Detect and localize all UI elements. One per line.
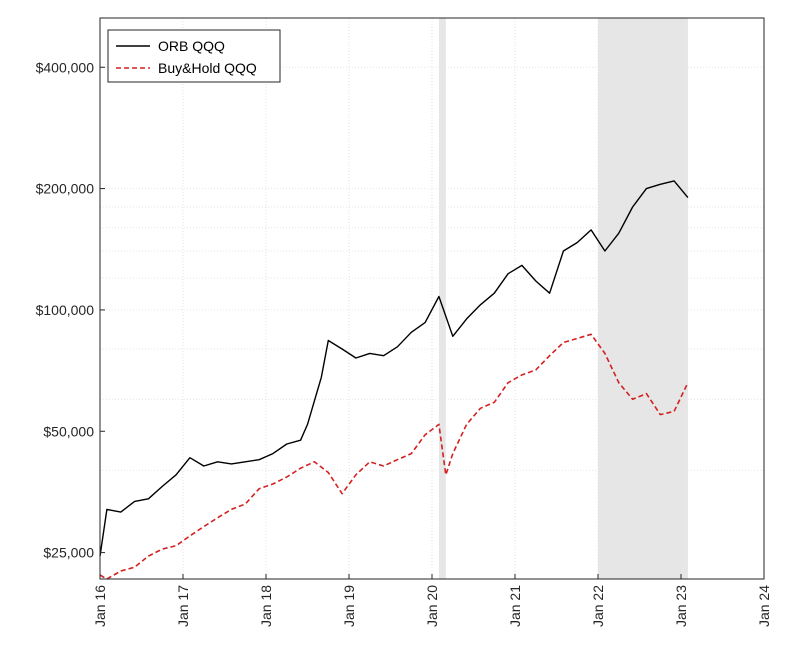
x-tick-label: Jan 18 [258, 585, 274, 627]
x-tick-label: Jan 22 [590, 585, 606, 627]
legend-label-buyhold: Buy&Hold QQQ [158, 60, 257, 76]
x-tick-label: Jan 23 [673, 585, 689, 627]
shaded-period-0 [438, 18, 446, 579]
y-tick-label: $50,000 [43, 423, 94, 439]
y-tick-label: $25,000 [43, 545, 94, 561]
legend-box [107, 29, 281, 83]
x-tick-label: Jan 19 [341, 585, 357, 627]
shaded-period-1 [598, 18, 688, 579]
legend-label-orb: ORB QQQ [158, 38, 225, 54]
x-tick-label: Jan 20 [424, 585, 440, 627]
series-lines [99, 180, 689, 580]
x-tick-label: Jan 17 [175, 585, 191, 627]
y-tick-label: $100,000 [36, 302, 95, 318]
series-line-0 [99, 180, 689, 557]
legend: ORB QQQ Buy&Hold QQQ [107, 29, 281, 83]
x-tick-label: Jan 24 [756, 585, 772, 627]
x-axis-ticks: Jan 16 Jan 17 Jan 18 Jan 19 Jan 20 Jan 21 Jan … [92, 574, 772, 627]
x-tick-label: Jan 21 [507, 585, 523, 627]
y-axis-ticks: $25,000 $50,000 $100,000 $200,000 $400,000 [36, 59, 105, 561]
x-tick-label: Jan 16 [92, 585, 108, 627]
shaded-regions [438, 18, 688, 579]
y-tick-label: $200,000 [36, 181, 95, 197]
series-line-1 [99, 333, 689, 580]
y-tick-label: $400,000 [36, 59, 95, 75]
